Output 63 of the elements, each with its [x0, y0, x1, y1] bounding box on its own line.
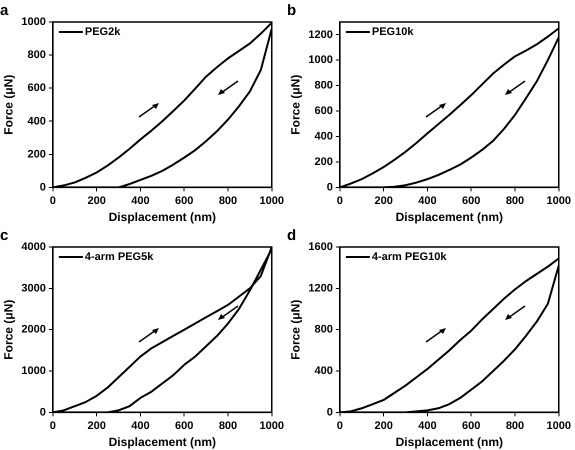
legend-label: 4-arm PEG10k — [372, 251, 448, 264]
y-tick-label: 1200 — [308, 282, 333, 294]
x-tick-label: 400 — [131, 195, 150, 208]
x-tick-label: 1000 — [260, 195, 284, 208]
x-tick-label: 800 — [506, 420, 524, 432]
x-tick-label: 0 — [336, 195, 343, 208]
chart-title: d — [287, 227, 296, 244]
y-tick-label: 1200 — [308, 28, 333, 41]
y-tick-label: 0 — [40, 406, 46, 418]
x-tick-label: 800 — [506, 195, 524, 208]
y-tick-label: 1000 — [21, 365, 46, 378]
y-tick-label: 400 — [28, 115, 46, 128]
x-tick-label: 200 — [87, 420, 106, 432]
y-tick-label: 200 — [28, 148, 46, 160]
x-tick-label: 0 — [50, 420, 56, 432]
y-axis-title: Force (μN) — [288, 74, 303, 135]
chart-title: a — [0, 2, 9, 20]
y-tick-label: 1000 — [21, 16, 46, 28]
x-tick-label: 1000 — [546, 195, 572, 208]
x-axis-title: Displacement (nm) — [396, 210, 503, 224]
y-axis-title: Force (μN) — [2, 74, 16, 135]
x-tick-label: 0 — [336, 420, 343, 432]
y-tick-label: 600 — [314, 105, 333, 118]
y-tick-label: 600 — [28, 82, 46, 94]
x-axis-title: Displacement (nm) — [108, 435, 216, 450]
y-tick-label: 0 — [40, 181, 46, 194]
y-tick-label: 800 — [28, 49, 46, 62]
x-tick-label: 200 — [374, 420, 393, 432]
x-axis-title: Displacement (nm) — [108, 210, 216, 224]
y-tick-label: 800 — [314, 80, 333, 92]
y-tick-label: 0 — [326, 406, 333, 418]
x-tick-label: 1000 — [260, 420, 284, 432]
y-tick-label: 400 — [314, 130, 333, 143]
y-axis-title: Force (μN) — [2, 300, 16, 360]
x-tick-label: 200 — [87, 195, 106, 208]
y-tick-label: 1000 — [308, 54, 333, 66]
y-tick-label: 2000 — [21, 324, 46, 336]
x-tick-label: 400 — [131, 420, 150, 432]
x-tick-label: 600 — [462, 195, 480, 208]
x-tick-label: 600 — [462, 420, 480, 432]
x-tick-label: 600 — [175, 420, 194, 432]
y-tick-label: 200 — [314, 156, 333, 168]
x-tick-label: 800 — [218, 420, 238, 432]
y-axis-title: Force (μN) — [288, 300, 303, 360]
y-tick-label: 1600 — [308, 241, 333, 254]
chart-title: b — [287, 2, 296, 20]
x-tick-label: 800 — [218, 195, 238, 208]
x-tick-label: 400 — [418, 195, 437, 208]
y-tick-label: 400 — [314, 365, 333, 378]
y-tick-label: 800 — [314, 324, 333, 336]
chart-title: c — [0, 227, 8, 244]
y-tick-label: 0 — [326, 181, 333, 194]
legend-label: PEG10k — [372, 26, 414, 38]
legend-label: PEG2k — [84, 26, 122, 38]
x-tick-label: 600 — [175, 195, 194, 208]
y-tick-label: 3000 — [21, 282, 46, 294]
x-axis-title: Displacement (nm) — [396, 435, 503, 450]
x-tick-label: 400 — [418, 420, 437, 432]
x-tick-label: 200 — [374, 195, 393, 208]
legend-label: 4-arm PEG5k — [84, 251, 154, 264]
x-tick-label: 0 — [50, 195, 56, 208]
y-tick-label: 4000 — [21, 241, 46, 254]
x-tick-label: 1000 — [546, 420, 572, 432]
